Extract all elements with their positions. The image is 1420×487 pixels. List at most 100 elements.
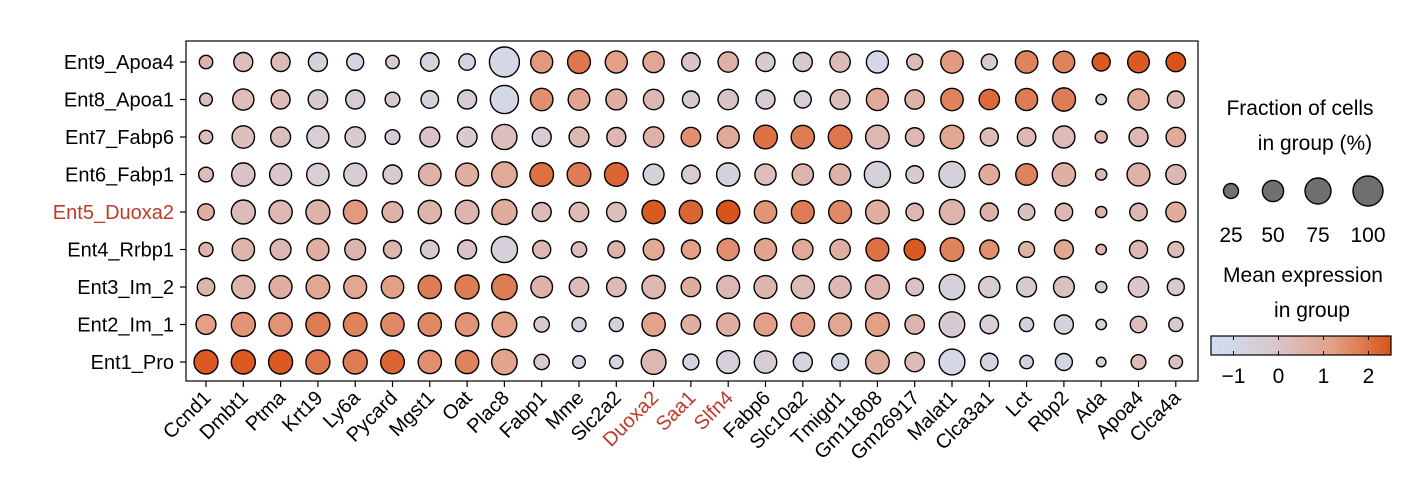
dot-ent4-rrbp1-gm26917 bbox=[903, 238, 927, 261]
dot-ent7-fabp6-gm11808 bbox=[864, 124, 890, 150]
dot-ent2-im-1-clca4a bbox=[1168, 316, 1184, 333]
dot-ent9-apoa4-ada bbox=[1091, 52, 1111, 72]
color-legend: Mean expression in group −1 0 1 2 bbox=[1210, 264, 1392, 388]
dot-ent1-pro-saa1 bbox=[682, 353, 700, 371]
dot-ent8-apoa1-gm26917 bbox=[904, 89, 926, 110]
dot-ent1-pro-fabp1 bbox=[533, 353, 551, 371]
dot-ent9-apoa4-slfn4 bbox=[717, 51, 740, 73]
dot-ent1-pro-dmbt1 bbox=[230, 349, 257, 375]
dot-ent1-pro-duoxa2 bbox=[640, 348, 667, 376]
dot-ent9-apoa4-mgst1 bbox=[419, 52, 440, 72]
dot-ent6-fabp1-krt19 bbox=[305, 162, 330, 187]
dot-ent2-im-1-ptma bbox=[268, 312, 293, 337]
dot-ent9-apoa4-gm26917 bbox=[906, 53, 924, 71]
dot-ent8-apoa1-dmbt1 bbox=[231, 88, 255, 111]
dot-ent3-im-2-slc2a2 bbox=[605, 276, 627, 298]
dot-ent5-duoxa2-ccnd1 bbox=[197, 203, 215, 221]
dot-ent7-fabp6-tmigd1 bbox=[827, 124, 853, 150]
dot-ent7-fabp6-pycard bbox=[384, 128, 401, 146]
dot-ent3-im-2-mgst1 bbox=[417, 274, 443, 300]
plot-frame bbox=[185, 40, 1199, 382]
gene-labels: Ccnd1Dmbt1PtmaKrt19Ly6aPycardMgst1OatPla… bbox=[159, 386, 1186, 464]
dot-ent7-fabp6-ptma bbox=[269, 126, 292, 148]
gene-label-saa1: Saa1 bbox=[652, 387, 701, 436]
dot-ent1-pro-krt19 bbox=[305, 349, 331, 375]
dot-ent1-pro-clca4a bbox=[1168, 354, 1184, 370]
dot-ent8-apoa1-pycard bbox=[384, 91, 401, 108]
dot-ent4-rrbp1-clca4a bbox=[1167, 240, 1185, 259]
dot-ent5-duoxa2-slc2a2 bbox=[605, 201, 627, 223]
dot-ent5-duoxa2-gm26917 bbox=[905, 202, 925, 222]
dot-ent9-apoa4-slc10a2 bbox=[792, 51, 813, 73]
dot-ent4-rrbp1-ly6a bbox=[344, 238, 367, 261]
dot-ent3-im-2-plac8 bbox=[490, 273, 518, 301]
dot-ent1-pro-pycard bbox=[379, 349, 406, 375]
dot-ent6-fabp1-ccnd1 bbox=[197, 166, 215, 183]
dot-ent3-im-2-apoa4 bbox=[1127, 276, 1150, 298]
dot-ent6-fabp1-dmbt1 bbox=[230, 162, 256, 187]
dot-ent5-duoxa2-rbp2 bbox=[1054, 202, 1074, 222]
dot-ent7-fabp6-rbp2 bbox=[1052, 125, 1076, 149]
dot-ent7-fabp6-gm26917 bbox=[904, 127, 925, 147]
dot-ent6-fabp1-clca3a1 bbox=[978, 163, 1001, 186]
dot-ent8-apoa1-saa1 bbox=[681, 90, 701, 109]
dot-ent9-apoa4-ly6a bbox=[346, 52, 365, 72]
dot-ent3-im-2-slc10a2 bbox=[790, 274, 816, 300]
size-legend-dot-75 bbox=[1304, 177, 1332, 205]
dot-ent7-fabp6-slc10a2 bbox=[790, 124, 816, 150]
dot-ent9-apoa4-pycard bbox=[385, 54, 400, 70]
dot-ent6-fabp1-mme bbox=[566, 161, 592, 188]
dot-ent8-apoa1-slc2a2 bbox=[605, 88, 628, 111]
dot-ent3-im-2-slfn4 bbox=[716, 274, 741, 300]
dot-ent9-apoa4-gm11808 bbox=[865, 50, 890, 74]
dot-ent4-rrbp1-clca3a1 bbox=[979, 239, 1000, 260]
dot-ent8-apoa1-rbp2 bbox=[1051, 87, 1077, 112]
dot-ent4-rrbp1-ada bbox=[1095, 243, 1108, 256]
group-label-ent8-apoa1: Ent8_Apoa1 bbox=[64, 90, 174, 112]
dot-ent3-im-2-gm26917 bbox=[905, 277, 925, 297]
dot-ent5-duoxa2-fabp1 bbox=[531, 201, 552, 223]
dot-ent2-im-1-oat bbox=[454, 312, 480, 337]
dot-ent3-im-2-dmbt1 bbox=[230, 274, 256, 300]
color-legend-title-line2: in group bbox=[1274, 299, 1350, 322]
dot-ent8-apoa1-duoxa2 bbox=[642, 88, 665, 111]
size-legend-label-50: 50 bbox=[1261, 224, 1284, 247]
dot-ent3-im-2-saa1 bbox=[680, 276, 702, 298]
dot-ent6-fabp1-gm26917 bbox=[905, 165, 925, 184]
dot-ent4-rrbp1-dmbt1 bbox=[231, 237, 256, 262]
dot-ent5-duoxa2-malat1 bbox=[938, 198, 966, 226]
group-label-ent1-pro: Ent1_Pro bbox=[91, 352, 174, 374]
dot-ent9-apoa4-clca4a bbox=[1165, 51, 1187, 73]
dot-ent8-apoa1-ada bbox=[1095, 93, 1108, 106]
dot-ent5-duoxa2-plac8 bbox=[491, 198, 518, 226]
dot-ent2-im-1-tmigd1 bbox=[827, 312, 853, 337]
dot-ent7-fabp6-ly6a bbox=[344, 126, 367, 148]
dot-ent3-im-2-tmigd1 bbox=[828, 275, 852, 299]
gene-label-rbp2: Rbp2 bbox=[1024, 387, 1073, 436]
dot-ent4-rrbp1-apoa4 bbox=[1128, 239, 1149, 260]
dot-ent5-duoxa2-ly6a bbox=[342, 199, 368, 225]
dot-ent8-apoa1-oat bbox=[456, 89, 478, 110]
dot-ent8-apoa1-gm11808 bbox=[865, 87, 890, 112]
dot-ent9-apoa4-plac8 bbox=[488, 46, 521, 78]
dot-ent6-fabp1-fabp6 bbox=[754, 163, 777, 186]
dot-ent1-pro-mme bbox=[571, 354, 587, 370]
group-label-ent6-fabp1: Ent6_Fabp1 bbox=[65, 165, 174, 187]
dot-ent1-pro-ccnd1 bbox=[193, 349, 219, 375]
dot-ent7-fabp6-krt19 bbox=[306, 125, 330, 149]
dot-ent5-duoxa2-dmbt1 bbox=[230, 199, 257, 225]
dot-ent6-fabp1-apoa4 bbox=[1126, 162, 1151, 187]
color-scale-tick-1: 1 bbox=[1318, 365, 1330, 388]
dot-ent6-fabp1-clca4a bbox=[1165, 163, 1187, 186]
dot-ent4-rrbp1-plac8 bbox=[490, 235, 519, 264]
size-legend-title-line1: Fraction of cells bbox=[1226, 97, 1373, 120]
dot-ent2-im-1-plac8 bbox=[491, 311, 518, 338]
dot-ent6-fabp1-slfn4 bbox=[715, 162, 741, 187]
dot-ent2-im-1-mgst1 bbox=[417, 312, 443, 337]
dot-ent4-rrbp1-ptma bbox=[269, 238, 292, 261]
dot-ent5-duoxa2-gm11808 bbox=[864, 199, 890, 225]
dot-ent9-apoa4-fabp6 bbox=[755, 51, 776, 73]
dot-ent6-fabp1-slc2a2 bbox=[603, 161, 629, 188]
dot-ent1-pro-gm26917 bbox=[904, 351, 926, 373]
size-legend-dot-50 bbox=[1261, 179, 1285, 203]
